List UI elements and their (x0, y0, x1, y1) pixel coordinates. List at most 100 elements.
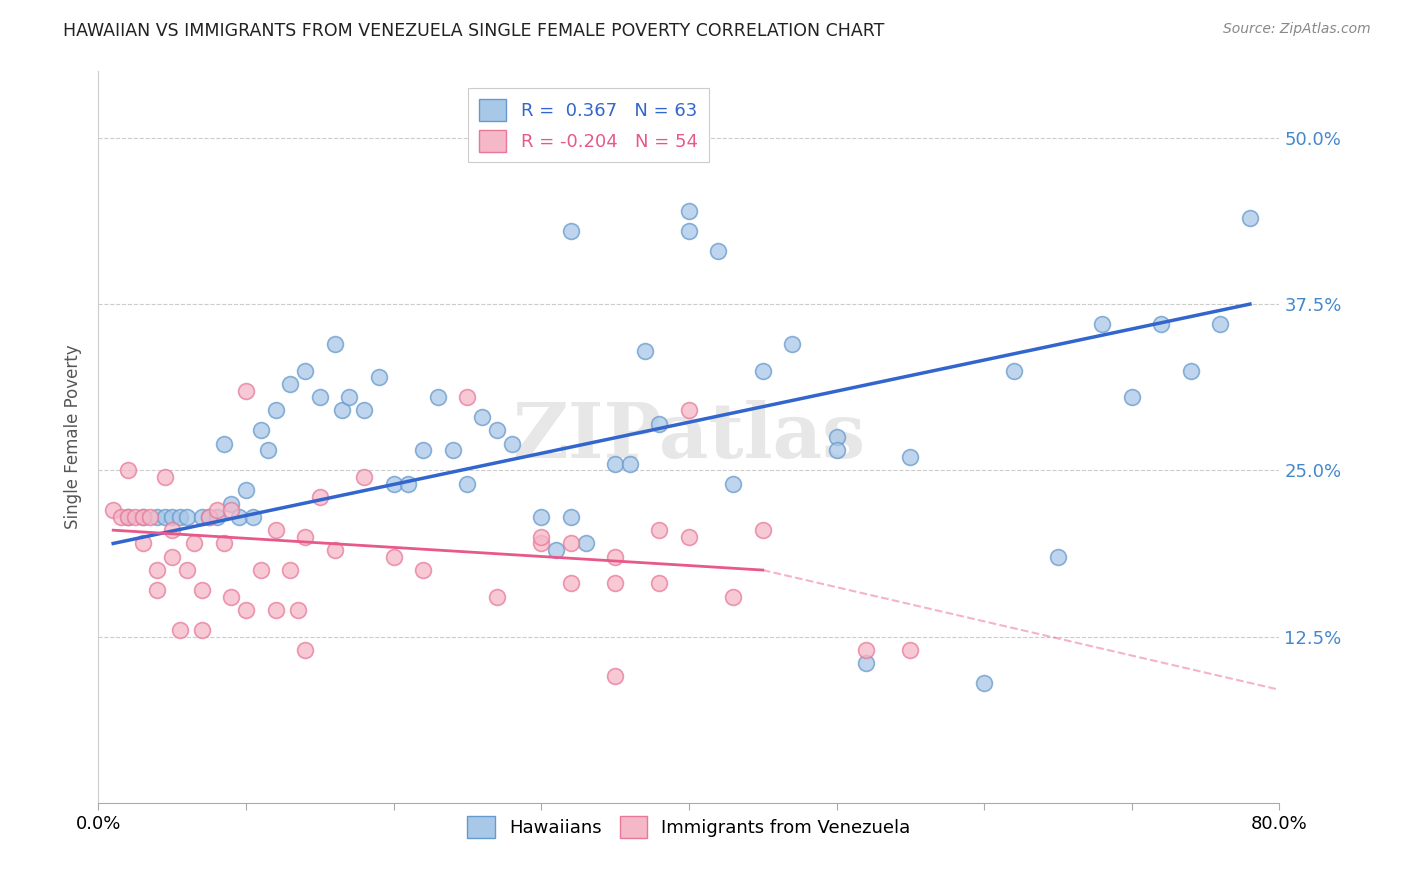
Point (117, 509, 139, 524)
Point (139, 509, 162, 524)
Point (103, 503, 125, 517)
Point (678, 224, 700, 238)
Point (412, 563, 434, 577)
Point (412, 443, 434, 458)
Point (382, 476, 405, 491)
Point (221, 590, 243, 604)
Point (398, 476, 420, 491)
Point (530, 536, 553, 550)
Legend: Hawaiians, Immigrants from Venezuela: Hawaiians, Immigrants from Venezuela (460, 808, 918, 845)
Point (264, 603, 287, 617)
Point (723, 476, 745, 491)
Point (294, 363, 316, 377)
Point (707, 244, 730, 258)
Point (294, 643, 316, 657)
Point (1150, 317, 1173, 331)
Point (634, 343, 657, 358)
Point (191, 582, 214, 597)
Point (648, 523, 671, 537)
Point (678, 204, 700, 219)
Point (605, 669, 627, 683)
Point (250, 424, 273, 438)
Point (1121, 390, 1143, 404)
Point (110, 509, 132, 524)
Point (330, 403, 353, 417)
Point (855, 643, 877, 657)
Point (221, 503, 243, 517)
Point (323, 337, 346, 351)
Point (353, 470, 375, 484)
Point (169, 509, 191, 524)
Point (560, 576, 582, 591)
Point (457, 476, 479, 491)
Point (752, 363, 775, 377)
Point (235, 603, 257, 617)
Text: Source: ZipAtlas.com: Source: ZipAtlas.com (1223, 22, 1371, 37)
Point (117, 509, 139, 524)
Point (382, 549, 405, 564)
Point (162, 549, 183, 564)
Point (280, 376, 302, 391)
Point (560, 509, 582, 524)
Point (648, 417, 671, 431)
Point (176, 509, 198, 524)
Point (198, 509, 221, 524)
Point (309, 490, 332, 504)
Point (368, 370, 391, 384)
Point (146, 563, 169, 577)
Point (441, 443, 464, 458)
Point (162, 509, 183, 524)
Point (176, 563, 198, 577)
Point (191, 509, 214, 524)
Point (183, 536, 205, 550)
Point (825, 443, 848, 458)
Point (678, 403, 700, 417)
Point (198, 509, 221, 524)
Point (235, 483, 257, 498)
Point (486, 590, 509, 604)
Point (153, 470, 176, 484)
Point (471, 410, 494, 425)
Point (264, 403, 287, 417)
Point (221, 497, 243, 511)
Point (457, 390, 479, 404)
Point (560, 224, 582, 238)
Point (501, 436, 523, 450)
Point (752, 523, 775, 537)
Point (530, 530, 553, 544)
Point (323, 543, 346, 558)
Point (605, 576, 627, 591)
Point (619, 457, 641, 471)
Text: ZIPatlas: ZIPatlas (512, 401, 866, 474)
Point (900, 450, 922, 464)
Point (132, 509, 155, 524)
Point (575, 536, 598, 550)
Point (605, 549, 627, 564)
Point (212, 436, 235, 450)
Point (146, 582, 169, 597)
Point (1091, 317, 1114, 331)
Point (124, 509, 146, 524)
Point (153, 509, 176, 524)
Point (235, 384, 257, 398)
Point (264, 523, 287, 537)
Point (250, 563, 273, 577)
Point (648, 576, 671, 591)
Point (678, 530, 700, 544)
Point (353, 403, 375, 417)
Point (132, 536, 155, 550)
Point (605, 457, 627, 471)
Point (162, 523, 183, 537)
Point (228, 509, 250, 524)
Y-axis label: Single Female Poverty: Single Female Poverty (65, 345, 83, 529)
Point (146, 509, 169, 524)
Point (900, 643, 922, 657)
Point (825, 430, 848, 444)
Point (169, 623, 191, 637)
Point (1002, 363, 1025, 377)
Point (205, 509, 228, 524)
Point (205, 503, 228, 517)
Point (309, 390, 332, 404)
Point (1046, 549, 1070, 564)
Text: HAWAIIAN VS IMMIGRANTS FROM VENEZUELA SINGLE FEMALE POVERTY CORRELATION CHART: HAWAIIAN VS IMMIGRANTS FROM VENEZUELA SI… (63, 22, 884, 40)
